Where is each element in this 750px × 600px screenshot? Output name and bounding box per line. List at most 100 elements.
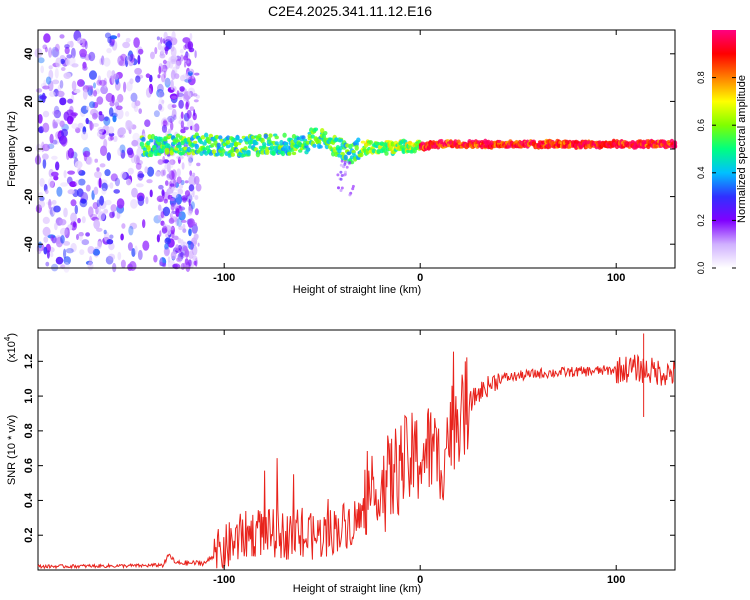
spectrogram-cell — [176, 90, 180, 98]
spectrogram-cell — [339, 189, 343, 192]
spectrogram-cell — [135, 75, 141, 83]
spectrogram-cell — [182, 37, 191, 44]
spectrogram-cell — [107, 36, 112, 44]
spectrogram-cell — [158, 65, 162, 75]
spectrogram-cell — [43, 246, 48, 255]
spectrogram-cell — [187, 153, 194, 164]
spectrogram-cell — [159, 230, 162, 237]
spectrogram-cell — [188, 250, 194, 259]
spectrogram-cell — [75, 179, 80, 186]
spectrogram-cell — [89, 101, 96, 109]
spectrogram-cell — [108, 107, 114, 117]
spectrogram-cell — [71, 123, 79, 130]
spectrogram-cell — [71, 63, 79, 68]
spectrogram-cell — [131, 139, 139, 147]
spectrogram-cell — [64, 44, 70, 49]
spectrogram-cell — [81, 239, 90, 246]
spectrogram-cell — [163, 198, 168, 204]
spectrogram-cell — [170, 212, 173, 217]
spectrogram-cell — [93, 219, 101, 230]
spectrogram-cell — [48, 198, 52, 210]
spectrogram-cell — [188, 228, 192, 237]
spectrogram-cell — [77, 79, 85, 87]
spectrogram-cell — [161, 124, 168, 133]
spectrogram-cell — [170, 121, 174, 131]
spectrogram-cell — [345, 160, 349, 164]
spectrogram-cell — [70, 242, 77, 253]
spectrogram-cell — [47, 177, 55, 189]
spectrogram-cell — [167, 186, 175, 192]
spectrogram-cell — [343, 162, 347, 166]
spectrogram-cell — [171, 108, 177, 118]
spectrogram-cell — [106, 239, 114, 245]
spectrogram-cell — [67, 170, 75, 175]
spectrogram-cell — [39, 95, 47, 100]
spectrogram-cell — [165, 237, 171, 243]
spectrogram-cell — [101, 182, 108, 192]
spectrogram-cell — [189, 170, 193, 176]
spectrogram-cell — [112, 115, 117, 123]
spectrogram-cell — [210, 143, 215, 148]
spectrogram-cell — [161, 73, 166, 83]
spectrogram-cell — [81, 131, 89, 141]
spectrogram-cell — [81, 216, 86, 224]
colorbar-tick-label: 0.2 — [696, 214, 706, 227]
spectrogram-x-ticks: -100 0 100 — [213, 30, 625, 284]
snr-series — [37, 333, 676, 570]
spectrogram-cell — [42, 216, 50, 224]
spectrogram-cell — [268, 133, 273, 138]
spectrogram-cell — [176, 257, 181, 262]
spectrogram-cell — [137, 170, 144, 181]
spectrogram-cell — [158, 103, 163, 111]
spectrogram-cell — [35, 143, 42, 153]
spectrogram-cell — [150, 51, 155, 60]
spectrogram-cell — [160, 211, 165, 219]
colorbar-label: Normalized spectral amplitude — [736, 75, 748, 223]
spectrogram-cell — [271, 150, 276, 156]
colorbar-tick-label: 0.0 — [696, 262, 706, 275]
spectrogram-cell — [59, 227, 68, 236]
spectrogram-cell — [345, 165, 349, 169]
spectrogram-cell — [96, 199, 101, 208]
snr-y-ticks: 0.2 0.4 0.6 0.8 1.0 1.2 — [23, 354, 675, 543]
spectrogram-cell — [162, 38, 166, 44]
spectrogram-cell — [93, 90, 98, 97]
spectrogram-cell — [159, 261, 164, 266]
spectrogram-cell — [71, 80, 77, 92]
spectrogram-cell — [108, 126, 115, 134]
spectrogram-cell — [64, 227, 70, 239]
spectrogram-cell — [48, 65, 53, 70]
spectrogram-cell — [219, 153, 224, 157]
spectrogram-cell — [162, 206, 171, 217]
spectrogram-cell — [263, 133, 268, 139]
spectrogram-cell — [105, 255, 114, 265]
spectrogram-cell — [113, 189, 120, 194]
spectrogram-cell — [172, 263, 178, 269]
spectrogram-cell — [161, 99, 165, 104]
spectrogram-cell — [193, 140, 198, 144]
spectrogram-cell — [186, 60, 190, 64]
spectrogram-cell — [246, 150, 251, 156]
spectrogram-cell — [282, 132, 287, 138]
spectrogram-cell — [172, 86, 177, 92]
spectrogram-cell — [162, 222, 166, 229]
spectrogram-cell — [158, 106, 165, 112]
spectrogram-cell — [168, 60, 174, 69]
spectrogram-cell — [51, 199, 57, 205]
spectrogram-cell — [164, 147, 170, 153]
spectrogram-cell — [42, 44, 48, 50]
spectrogram-cell — [153, 110, 160, 118]
spectrogram-cell — [216, 142, 221, 149]
spectrogram-cell — [136, 183, 144, 188]
spectrogram-cell — [59, 80, 64, 89]
svg-text:(x104): (x104) — [3, 333, 18, 363]
spectrogram-cell — [76, 188, 84, 198]
spectrogram-y-ticks: -40 -20 0 20 40 — [23, 48, 675, 252]
spectrogram-cell — [193, 233, 199, 241]
spectrogram-cell — [170, 69, 176, 80]
spectrogram-cell — [144, 166, 149, 174]
spectrogram-cell — [162, 59, 167, 65]
spectrogram-cell — [59, 97, 67, 106]
spectrogram-cell — [134, 245, 138, 255]
figure-title: C2E4.2025.341.11.12.E16 — [268, 3, 432, 19]
